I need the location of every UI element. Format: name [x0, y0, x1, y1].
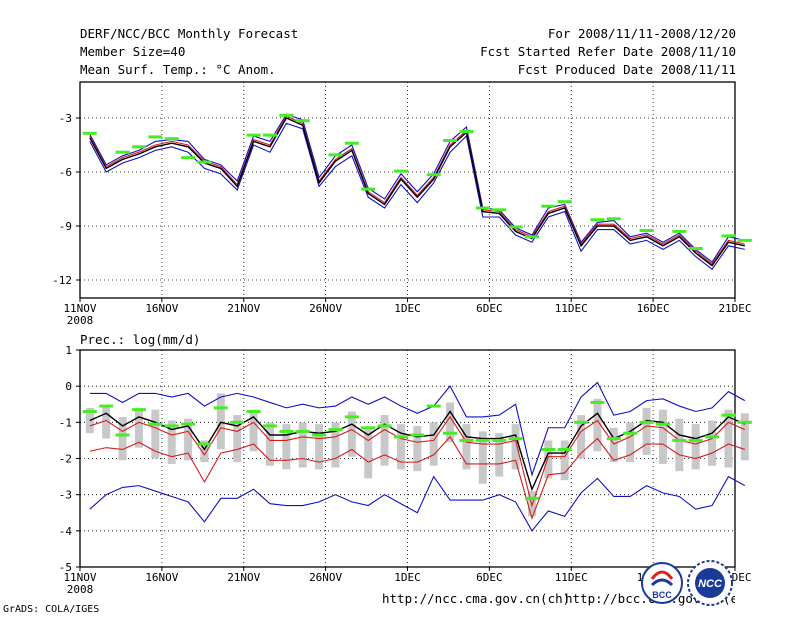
spread-bar: [298, 422, 307, 468]
x-tick-label: 1DEC: [394, 571, 421, 584]
y-tick-label: 1: [65, 344, 72, 357]
x-tick-label: 1DEC: [394, 302, 421, 315]
y-tick-label: -1: [59, 416, 72, 429]
chart-title: DERF/NCC/BCC Monthly Forecast: [80, 26, 299, 41]
x-tick-label: 21NOV: [227, 302, 260, 315]
spread-bar: [347, 411, 356, 457]
x-tick-sublabel: 2008: [67, 583, 94, 596]
spread-bar: [331, 422, 340, 468]
y-tick-label: -6: [59, 166, 72, 179]
spread-bar: [658, 409, 667, 464]
x-tick-label: 16NOV: [145, 571, 178, 584]
spread-bar: [396, 424, 405, 470]
series-line-blue_upper: [89, 381, 746, 477]
x-tick-label: 11DEC: [555, 571, 588, 584]
series-line-red_lower: [89, 435, 745, 520]
y-tick-label: -3: [59, 112, 72, 125]
spread-bar: [429, 422, 438, 466]
spread-bar: [740, 413, 749, 461]
spread-bar: [609, 427, 618, 463]
x-tick-label: 11NOV: [63, 571, 96, 584]
bcc-logo: BCC: [640, 561, 684, 605]
series-line-ensemble_mean: [89, 117, 745, 267]
spread-bar: [216, 393, 225, 450]
spread-bar: [380, 415, 389, 466]
forecast-start-date: Fcst Started Refer Date 2008/11/10: [480, 44, 736, 59]
series-line-member_red: [89, 115, 745, 265]
x-tick-label: 26NOV: [309, 302, 342, 315]
spread-bar: [167, 420, 176, 464]
x-tick-label: 6DEC: [476, 571, 503, 584]
spread-bar: [495, 433, 504, 477]
x-tick-label: 16DEC: [637, 302, 670, 315]
spread-bar: [626, 422, 635, 463]
x-tick-label: 21NOV: [227, 571, 260, 584]
spread-bar: [364, 427, 373, 479]
y-tick-label: -4: [59, 525, 73, 538]
forecast-period: For 2008/11/11-2008/12/20: [547, 26, 736, 41]
series-line-upper_bound: [89, 113, 745, 263]
spread-bar: [134, 407, 143, 448]
ncc-url-link[interactable]: http://ncc.cma.gov.cn(ch): [382, 591, 571, 606]
ncc-logo-text: NCC: [698, 578, 723, 590]
spread-bar: [478, 431, 487, 484]
spread-bar: [511, 424, 520, 470]
spread-bar: [642, 407, 651, 455]
series-line-ensemble_mean: [89, 410, 746, 492]
forecast-produced-date: Fcst Produced Date 2008/11/11: [517, 62, 736, 77]
spread-bar: [544, 440, 553, 479]
variable-label: Mean Surf. Temp.: °C Anom.: [80, 62, 276, 77]
spread-bar: [282, 424, 291, 470]
spread-bar: [102, 406, 111, 439]
y-tick-label: -9: [59, 220, 72, 233]
spread-bar: [462, 424, 471, 470]
y-tick-label: -3: [59, 489, 72, 502]
precip-panel-label: Prec.: log(mm/d): [80, 332, 201, 347]
spread-bar: [691, 424, 700, 470]
y-tick-label: -2: [59, 453, 72, 466]
spread-bar: [184, 418, 193, 461]
spread-bar: [249, 411, 258, 452]
spread-bar: [724, 409, 733, 468]
x-tick-label: 11DEC: [555, 302, 588, 315]
ncc-logo: NCC: [686, 559, 734, 607]
spread-bar: [560, 440, 569, 481]
spread-bar: [675, 418, 684, 472]
spread-bar: [593, 398, 602, 452]
x-tick-label: 6DEC: [476, 302, 503, 315]
spread-bar: [413, 425, 422, 472]
spread-bar: [577, 415, 586, 459]
spread-bar: [265, 422, 274, 466]
spread-bar: [446, 402, 455, 443]
spread-bar: [200, 440, 209, 463]
spread-bar: [233, 415, 242, 463]
series-line-blue_lower: [89, 475, 746, 532]
x-tick-label: 26NOV: [309, 571, 342, 584]
x-tick-label: 16NOV: [145, 302, 178, 315]
spread-bar: [85, 407, 94, 434]
spread-bar: [708, 420, 717, 466]
spread-bar: [315, 424, 324, 470]
y-tick-label: -12: [52, 274, 72, 287]
y-tick-label: 0: [65, 380, 72, 393]
precipitation-panel: 11NOV200816NOV21NOV26NOV1DEC6DEC11DEC16D…: [59, 344, 752, 596]
grads-credit: GrADS: COLA/IGES: [3, 604, 100, 615]
y-tick-label: -5: [59, 561, 72, 574]
spread-bar: [118, 416, 127, 461]
x-tick-label: 11NOV: [63, 302, 96, 315]
bcc-logo-text: BCC: [652, 590, 672, 600]
x-tick-sublabel: 2008: [67, 314, 94, 327]
x-tick-label: 21DEC: [718, 302, 751, 315]
member-size-label: Member Size=40: [80, 44, 186, 59]
spread-bar: [151, 409, 160, 459]
